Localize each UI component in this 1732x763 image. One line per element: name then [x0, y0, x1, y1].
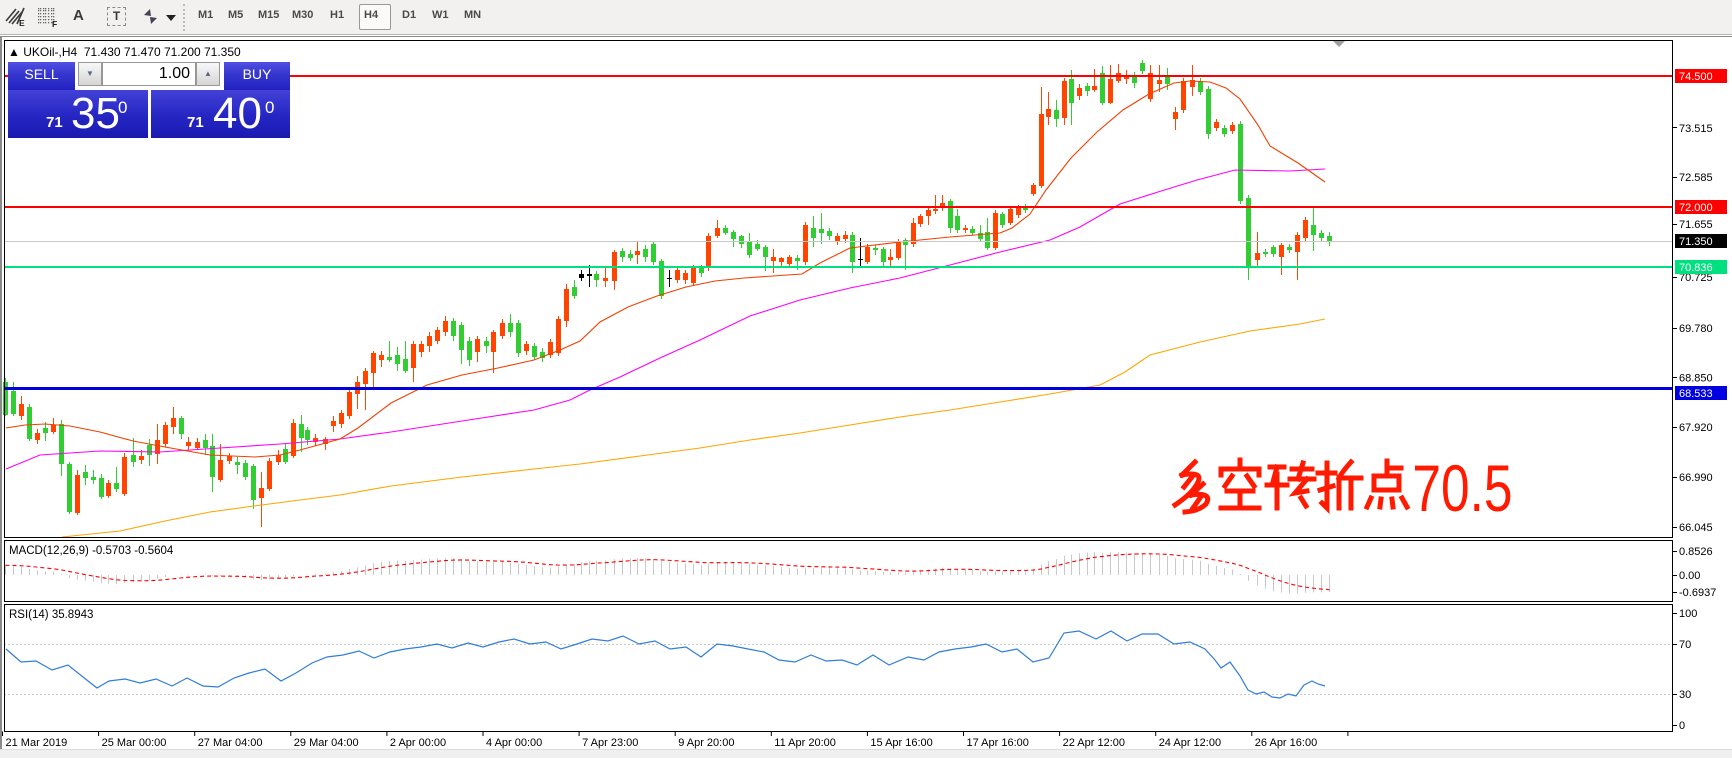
svg-text:70.725: 70.725 — [1679, 272, 1713, 284]
svg-text:4 Apr 00:00: 4 Apr 00:00 — [486, 737, 542, 749]
svg-text:71.350: 71.350 — [1679, 236, 1713, 248]
svg-text:73.515: 73.515 — [1679, 123, 1713, 135]
svg-text:15 Apr 16:00: 15 Apr 16:00 — [870, 737, 932, 749]
svg-text:66.045: 66.045 — [1679, 522, 1713, 534]
svg-text:22 Apr 12:00: 22 Apr 12:00 — [1063, 737, 1125, 749]
svg-text:-0.6937: -0.6937 — [1679, 587, 1716, 599]
svg-text:70: 70 — [1679, 639, 1691, 651]
svg-text:11 Apr 20:00: 11 Apr 20:00 — [774, 737, 836, 749]
svg-text:68.850: 68.850 — [1679, 373, 1713, 385]
svg-text:E: E — [19, 18, 25, 28]
svg-text:68.533: 68.533 — [1679, 388, 1713, 400]
svg-text:69.780: 69.780 — [1679, 323, 1713, 335]
svg-text:21 Mar 2019: 21 Mar 2019 — [6, 737, 68, 749]
svg-text:74.500: 74.500 — [1679, 71, 1713, 83]
svg-text:F: F — [52, 19, 57, 29]
svg-text:9 Apr 20:00: 9 Apr 20:00 — [678, 737, 734, 749]
svg-text:66.990: 66.990 — [1679, 472, 1713, 484]
svg-text:RSI(14) 35.8943: RSI(14) 35.8943 — [9, 609, 93, 621]
svg-text:0.00: 0.00 — [1679, 570, 1700, 582]
svg-text:2 Apr 00:00: 2 Apr 00:00 — [390, 737, 446, 749]
svg-text:72.000: 72.000 — [1679, 202, 1713, 214]
svg-text:30: 30 — [1679, 689, 1691, 701]
svg-text:MACD(12,26,9) -0.5703 -0.5604: MACD(12,26,9) -0.5703 -0.5604 — [9, 545, 174, 557]
svg-text:0.8526: 0.8526 — [1679, 546, 1713, 558]
svg-text:72.585: 72.585 — [1679, 172, 1713, 184]
svg-text:25 Mar 00:00: 25 Mar 00:00 — [102, 737, 167, 749]
svg-text:70.836: 70.836 — [1679, 262, 1713, 274]
svg-text:7 Apr 23:00: 7 Apr 23:00 — [582, 737, 638, 749]
svg-text:27 Mar 04:00: 27 Mar 04:00 — [198, 737, 263, 749]
svg-text:29 Mar 04:00: 29 Mar 04:00 — [294, 737, 359, 749]
svg-text:100: 100 — [1679, 608, 1697, 620]
svg-text:26 Apr 16:00: 26 Apr 16:00 — [1255, 737, 1317, 749]
svg-text:67.920: 67.920 — [1679, 422, 1713, 434]
svg-text:70.5: 70.5 — [1412, 451, 1512, 526]
svg-text:24 Apr 12:00: 24 Apr 12:00 — [1159, 737, 1221, 749]
svg-text:0: 0 — [1679, 720, 1685, 732]
svg-text:71.655: 71.655 — [1679, 219, 1713, 231]
svg-text:17 Apr 16:00: 17 Apr 16:00 — [967, 737, 1029, 749]
